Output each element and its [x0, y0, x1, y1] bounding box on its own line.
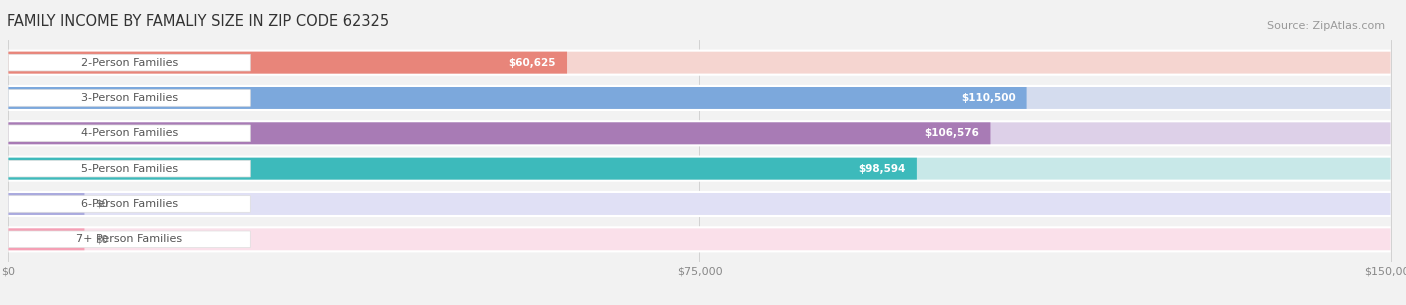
- Text: 6-Person Families: 6-Person Families: [80, 199, 179, 209]
- Text: $60,625: $60,625: [509, 58, 555, 68]
- FancyBboxPatch shape: [8, 122, 1391, 144]
- FancyBboxPatch shape: [8, 231, 250, 248]
- Text: Source: ZipAtlas.com: Source: ZipAtlas.com: [1267, 21, 1385, 31]
- Text: $110,500: $110,500: [960, 93, 1015, 103]
- FancyBboxPatch shape: [8, 156, 1391, 182]
- FancyBboxPatch shape: [8, 191, 1391, 217]
- Text: $0: $0: [96, 199, 108, 209]
- Text: 2-Person Families: 2-Person Families: [80, 58, 179, 68]
- FancyBboxPatch shape: [8, 160, 250, 177]
- FancyBboxPatch shape: [8, 122, 990, 144]
- FancyBboxPatch shape: [8, 87, 1026, 109]
- Text: $0: $0: [96, 234, 108, 244]
- Text: 3-Person Families: 3-Person Families: [80, 93, 179, 103]
- FancyBboxPatch shape: [8, 85, 1391, 111]
- FancyBboxPatch shape: [8, 228, 1391, 250]
- FancyBboxPatch shape: [8, 52, 1391, 74]
- FancyBboxPatch shape: [8, 54, 250, 71]
- Text: $106,576: $106,576: [925, 128, 980, 138]
- FancyBboxPatch shape: [8, 90, 250, 106]
- FancyBboxPatch shape: [8, 49, 1391, 76]
- FancyBboxPatch shape: [8, 228, 84, 250]
- FancyBboxPatch shape: [8, 158, 917, 180]
- FancyBboxPatch shape: [8, 196, 250, 212]
- Text: 4-Person Families: 4-Person Families: [80, 128, 179, 138]
- FancyBboxPatch shape: [8, 125, 250, 142]
- Text: 7+ Person Families: 7+ Person Families: [76, 234, 183, 244]
- Text: $98,594: $98,594: [859, 164, 905, 174]
- Text: FAMILY INCOME BY FAMALIY SIZE IN ZIP CODE 62325: FAMILY INCOME BY FAMALIY SIZE IN ZIP COD…: [7, 14, 389, 29]
- FancyBboxPatch shape: [8, 52, 567, 74]
- FancyBboxPatch shape: [8, 158, 1391, 180]
- FancyBboxPatch shape: [8, 193, 84, 215]
- Text: 5-Person Families: 5-Person Families: [80, 164, 179, 174]
- FancyBboxPatch shape: [8, 226, 1391, 253]
- FancyBboxPatch shape: [8, 193, 1391, 215]
- FancyBboxPatch shape: [8, 87, 1391, 109]
- FancyBboxPatch shape: [8, 120, 1391, 146]
